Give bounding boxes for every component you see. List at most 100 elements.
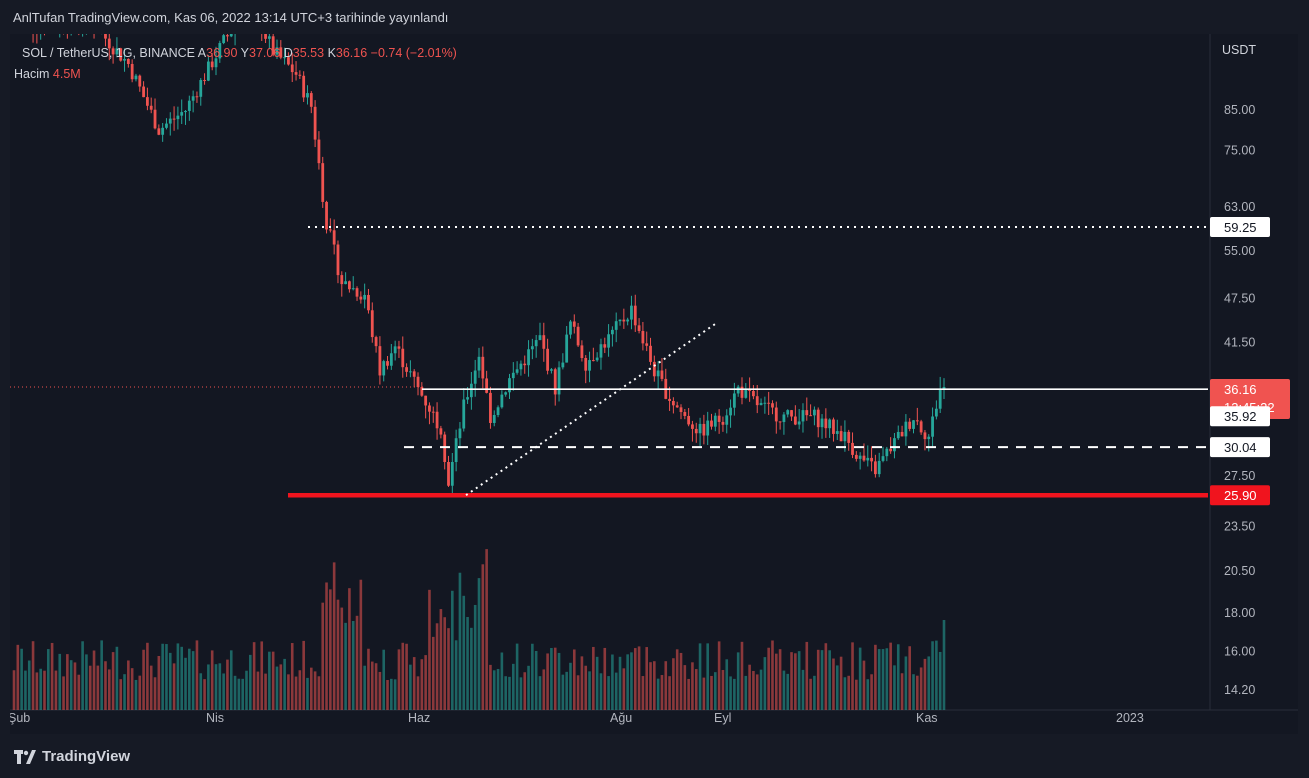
volume-bar bbox=[115, 646, 119, 710]
volume-bar bbox=[694, 669, 698, 710]
candle-body bbox=[805, 410, 809, 416]
volume-bar bbox=[679, 652, 683, 710]
candle-body bbox=[180, 112, 184, 116]
volume-bar bbox=[797, 651, 801, 710]
price-chart[interactable]: USDT 85.00 75.00 63.00 55.00 47.50 41.50 27.50 2… bbox=[10, 34, 1298, 734]
candle-body bbox=[226, 35, 229, 37]
candle-body bbox=[153, 109, 157, 129]
volume-bar bbox=[188, 648, 191, 710]
candle-body bbox=[694, 428, 698, 434]
volume-bar bbox=[553, 647, 557, 710]
volume-bar bbox=[325, 582, 328, 710]
volume-bar bbox=[111, 652, 115, 710]
volume-bar bbox=[801, 669, 805, 710]
volume-bar bbox=[351, 620, 355, 710]
volume-bar bbox=[839, 656, 843, 710]
volume-bar bbox=[729, 676, 732, 710]
candle-body bbox=[793, 416, 797, 425]
candle-body bbox=[351, 288, 355, 290]
volume-bar bbox=[771, 640, 774, 710]
volume-bar bbox=[561, 674, 565, 710]
volume-bar bbox=[386, 679, 389, 710]
y-tick-label: 18.00 bbox=[1224, 606, 1255, 620]
candle-body bbox=[317, 139, 321, 164]
volume-bar bbox=[165, 644, 168, 710]
volume-bar bbox=[633, 648, 637, 710]
volume-bar bbox=[43, 670, 46, 710]
change-value: −0.74 (−2.01%) bbox=[370, 46, 457, 60]
y-tick-label: 16.00 bbox=[1224, 644, 1255, 658]
candle-body bbox=[534, 340, 538, 347]
volume-bar bbox=[584, 665, 588, 710]
high-value: 37.06 bbox=[249, 46, 281, 60]
volume-bar bbox=[550, 648, 553, 710]
candle-body bbox=[344, 281, 347, 285]
volume-bar bbox=[348, 588, 351, 710]
volume-bar bbox=[740, 641, 744, 710]
volume-bar bbox=[149, 665, 153, 710]
candle-body bbox=[576, 326, 580, 346]
volume-bar bbox=[130, 668, 134, 710]
candle-body bbox=[424, 395, 428, 406]
candle-body bbox=[729, 407, 732, 416]
volume-bar bbox=[774, 653, 778, 710]
volume-bar bbox=[416, 676, 420, 710]
volume-bar bbox=[47, 649, 50, 710]
volume-bar bbox=[313, 671, 317, 710]
volume-bar bbox=[363, 665, 366, 710]
close-label: K bbox=[327, 46, 336, 60]
candle-body bbox=[355, 288, 359, 297]
candle-body bbox=[184, 110, 187, 113]
candle-body bbox=[553, 369, 557, 395]
volume-bar bbox=[637, 646, 641, 710]
y-tick-label: 85.00 bbox=[1224, 103, 1255, 117]
volume-bar bbox=[927, 656, 931, 710]
candle-body bbox=[584, 357, 588, 371]
volume-bar bbox=[489, 664, 492, 710]
volume-bar bbox=[279, 664, 283, 710]
volume-bar bbox=[218, 663, 222, 710]
candle-body bbox=[854, 454, 858, 459]
volume-bar bbox=[73, 662, 77, 710]
chart-panel[interactable]: USDT 85.00 75.00 63.00 55.00 47.50 41.50 27.50 2… bbox=[10, 34, 1298, 734]
candle-body bbox=[557, 367, 561, 395]
volume-bar bbox=[504, 676, 507, 710]
candle-body bbox=[599, 344, 603, 358]
volume-bar bbox=[287, 674, 290, 710]
volume-bar bbox=[508, 676, 511, 710]
brand[interactable]: TradingView bbox=[14, 748, 130, 765]
volume-bar bbox=[409, 664, 412, 710]
candle-body bbox=[797, 421, 801, 425]
candle-body bbox=[569, 321, 572, 335]
candle-body bbox=[885, 448, 889, 457]
candle-body bbox=[283, 57, 287, 59]
volume-bar bbox=[100, 640, 103, 710]
volume-bar bbox=[877, 649, 881, 710]
volume-bar bbox=[908, 646, 911, 710]
volume-bar bbox=[721, 670, 725, 710]
candle-body bbox=[271, 36, 275, 55]
candle-body bbox=[130, 63, 134, 80]
volume-bar bbox=[828, 650, 831, 710]
candle-body bbox=[149, 105, 153, 110]
volume-bar bbox=[332, 562, 336, 710]
candle-body bbox=[115, 48, 119, 55]
volume-bar bbox=[393, 679, 397, 710]
symbol-label[interactable]: SOL / TetherUS, 1G, BINANCE bbox=[22, 46, 195, 60]
volume-bar bbox=[340, 607, 344, 710]
volume-bar bbox=[298, 670, 302, 710]
volume-bar bbox=[675, 649, 679, 710]
volume-bar bbox=[630, 652, 633, 710]
volume-bar bbox=[142, 649, 145, 710]
candle-body bbox=[481, 356, 485, 379]
volume-bar bbox=[222, 673, 225, 710]
candle-body bbox=[504, 392, 508, 395]
volume-bar bbox=[477, 578, 481, 710]
candle-body bbox=[275, 47, 279, 55]
x-tick-label: Şub bbox=[10, 711, 30, 725]
last-price-tag-value: 36.16 bbox=[1224, 382, 1257, 397]
candle-body bbox=[229, 34, 233, 37]
volume-bar bbox=[923, 658, 927, 710]
trendline[interactable] bbox=[465, 322, 717, 497]
candle-body bbox=[706, 420, 710, 436]
